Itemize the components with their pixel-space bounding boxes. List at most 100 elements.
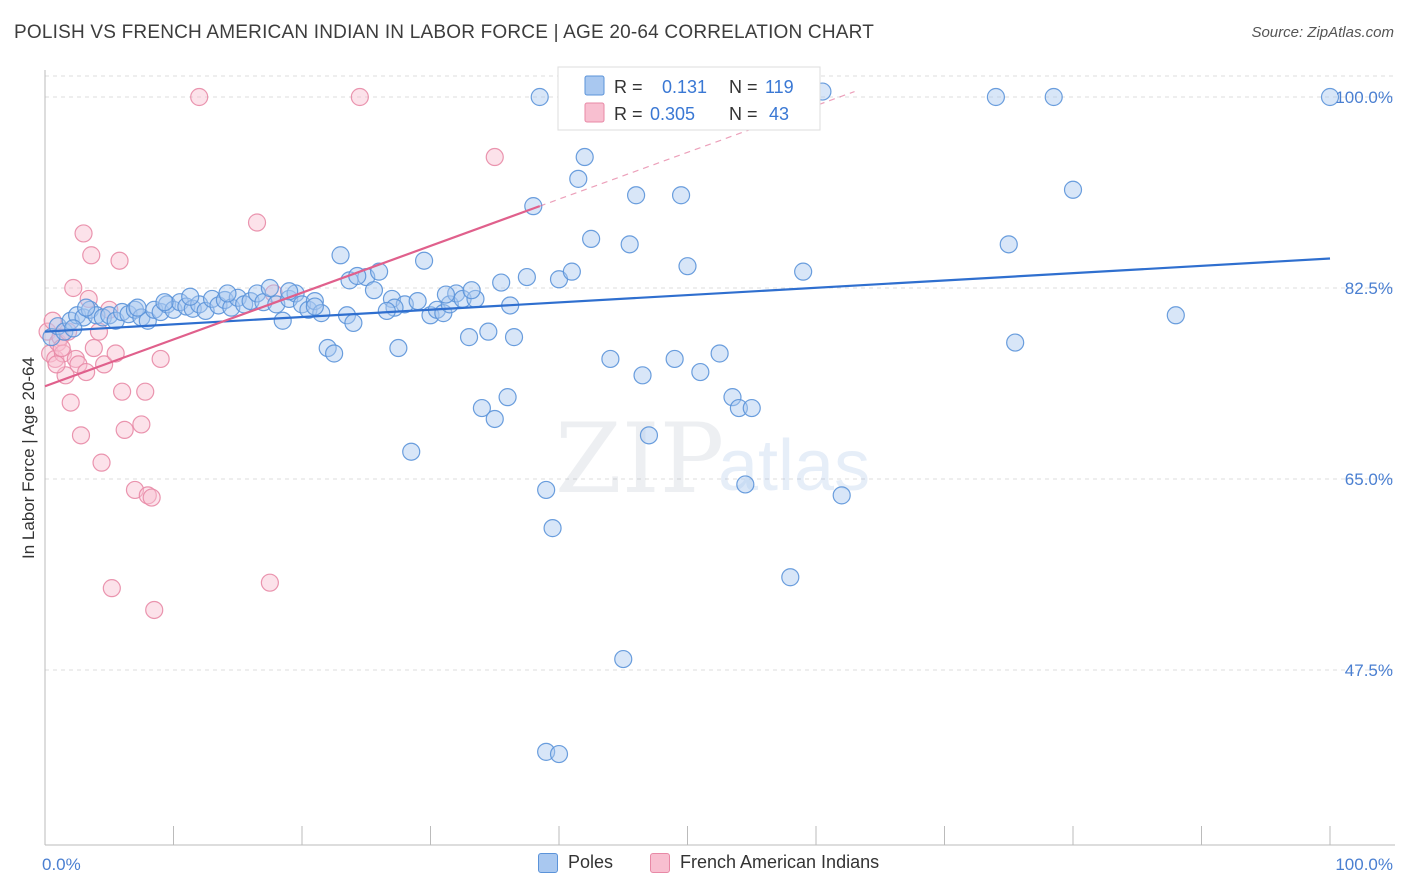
data-point-poles [1044, 87, 1063, 107]
data-point-poles [1166, 306, 1185, 325]
data-point-poles [710, 344, 729, 363]
data-point-poles [986, 87, 1006, 107]
legend-swatch-poles [538, 852, 558, 873]
data-point-poles [832, 486, 851, 505]
data-point-poles [575, 147, 594, 167]
legend-r-label: R = [614, 77, 643, 97]
legend-swatch-french [650, 852, 670, 873]
legend-n-label: N = [729, 104, 758, 124]
data-point-poles [459, 328, 479, 347]
data-point-poles [639, 426, 659, 445]
series-poles [42, 82, 1340, 764]
data-point-poles [665, 349, 684, 369]
legend-label-poles: Poles [568, 852, 614, 872]
legend-swatch-french [584, 102, 605, 123]
data-point-poles [364, 281, 384, 300]
data-point-poles [498, 388, 517, 407]
data-point-poles [312, 304, 331, 323]
series-french-american-indians [38, 87, 504, 620]
data-point-french [260, 573, 279, 592]
data-point-poles [408, 291, 427, 311]
y-tick-label: 65.0% [1345, 470, 1393, 489]
legend-n-label: N = [729, 77, 758, 97]
data-point-french [92, 453, 111, 472]
data-point-french [84, 338, 103, 358]
data-point-poles [241, 291, 260, 311]
axes [44, 70, 1395, 846]
tick-labels: 47.5% 65.0% 82.5% 100.0% 0.0% 100.0% [42, 88, 1393, 874]
data-point-french [115, 420, 134, 439]
data-point-poles [742, 398, 761, 418]
trend-line-french [44, 205, 541, 388]
data-point-poles [128, 298, 147, 317]
data-point-poles [549, 744, 569, 764]
data-point-poles [530, 87, 549, 107]
data-point-french [47, 355, 66, 374]
data-point-french [71, 426, 91, 445]
data-point-poles [125, 300, 145, 319]
data-point-poles [601, 349, 620, 369]
data-point-poles [181, 287, 200, 306]
data-point-poles [402, 442, 421, 461]
source-note: Source: ZipAtlas.com [1251, 24, 1394, 41]
data-point-poles [620, 235, 639, 254]
grid-lines [45, 75, 1395, 671]
data-point-poles [1006, 333, 1025, 352]
data-point-french [82, 246, 101, 265]
y-tick-label: 100.0% [1335, 88, 1393, 107]
watermark-zip: ZIP [555, 403, 724, 515]
data-point-poles [794, 262, 813, 281]
legend-n-value: 119 [765, 77, 794, 97]
legend-label-french: French American Indians [680, 852, 880, 872]
y-tick-label: 47.5% [1345, 661, 1393, 680]
data-point-french [136, 382, 155, 401]
data-point-french [132, 415, 151, 434]
data-point-poles [517, 267, 536, 287]
data-point-french [106, 344, 125, 363]
data-point-poles [260, 278, 279, 298]
page-title: POLISH VS FRENCH AMERICAN INDIAN IN LABO… [14, 22, 875, 43]
data-point-french [485, 147, 504, 167]
data-point-french [247, 213, 267, 232]
data-point-french [145, 600, 164, 620]
watermark: ZIP atlas [555, 403, 870, 515]
data-point-poles [331, 246, 350, 265]
data-point-poles [614, 649, 633, 669]
data-point-poles [485, 409, 504, 429]
data-point-french [74, 224, 93, 243]
data-point-poles [671, 186, 691, 205]
data-point-poles [305, 297, 324, 316]
legend-r-label: R = [614, 104, 643, 124]
data-point-french [64, 278, 83, 298]
data-point-poles [1320, 87, 1340, 107]
data-point-poles [729, 398, 749, 418]
trend-line-poles [44, 257, 1331, 333]
data-point-poles [479, 322, 498, 341]
data-point-poles [723, 388, 742, 407]
y-tick-label: 82.5% [1345, 279, 1393, 298]
data-point-poles [626, 186, 646, 205]
legend-item-poles: Poles [538, 852, 613, 873]
data-point-french [151, 349, 170, 369]
data-point-poles [678, 257, 697, 276]
data-point-poles [155, 293, 174, 312]
data-point-poles [633, 366, 652, 385]
data-point-french [350, 87, 369, 107]
data-point-poles [781, 568, 800, 587]
x-tick-label: 0.0% [42, 855, 81, 874]
y-axis-label: In Labor Force | Age 20-64 [19, 357, 38, 559]
data-point-poles [273, 311, 292, 330]
data-point-poles [436, 285, 456, 304]
data-point-poles [344, 313, 363, 333]
data-point-poles [472, 398, 491, 418]
data-point-poles [736, 475, 755, 494]
data-point-poles [414, 251, 434, 270]
data-point-poles [569, 169, 588, 188]
legend-item-french: French American Indians [650, 852, 879, 873]
legend-top: R = 0.131 N = 119 R = 0.305 N = 43 [557, 66, 821, 131]
data-point-poles [562, 262, 581, 281]
data-point-poles [370, 262, 389, 281]
data-point-poles [691, 362, 710, 382]
data-point-poles [504, 328, 524, 347]
